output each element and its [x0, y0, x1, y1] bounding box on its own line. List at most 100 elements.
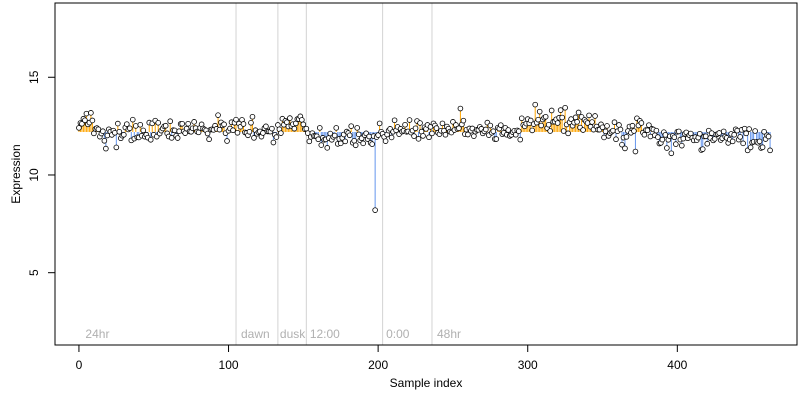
data-point [442, 131, 449, 138]
data-point [206, 136, 212, 143]
data-point [586, 112, 592, 119]
data-point [456, 125, 462, 132]
data-point [664, 145, 670, 151]
data-point [529, 127, 536, 134]
data-point [647, 133, 654, 140]
data-point [536, 108, 543, 115]
data-point [616, 122, 622, 128]
data-point [535, 116, 541, 123]
data-point [655, 134, 661, 140]
data-point [638, 120, 645, 126]
data-point [352, 142, 359, 149]
data-point [490, 128, 497, 135]
data-point [574, 119, 580, 125]
data-point [471, 133, 477, 139]
data-point [653, 127, 660, 134]
data-point [602, 128, 609, 135]
data-point [366, 133, 372, 140]
data-point [204, 130, 211, 137]
data-point [743, 130, 749, 137]
data-point [101, 137, 108, 144]
data-point [680, 135, 687, 142]
data-point [572, 114, 579, 121]
data-point [230, 127, 236, 134]
data-point [82, 117, 88, 124]
data-point [679, 142, 685, 149]
data-point [372, 207, 378, 213]
data-point [233, 116, 239, 123]
data-point [439, 120, 446, 127]
data-point [174, 135, 181, 141]
data-point [622, 145, 628, 152]
data-point [79, 120, 85, 127]
data-point [126, 125, 133, 132]
data-point [613, 136, 619, 143]
data-point [646, 122, 652, 128]
data-point [629, 122, 636, 129]
data-point [752, 128, 758, 134]
data-point [610, 127, 616, 134]
data-point [137, 121, 144, 128]
data-point [716, 130, 723, 136]
data-point [351, 137, 357, 144]
y-tick-label: 10 [27, 168, 41, 182]
data-point [734, 127, 740, 134]
data-point [263, 123, 269, 130]
data-point [623, 134, 630, 140]
data-point [221, 121, 227, 128]
data-point [376, 120, 383, 127]
y-tick-label: 5 [27, 269, 41, 276]
data-point [324, 145, 331, 151]
data-point [676, 128, 682, 135]
data-point [417, 120, 423, 126]
x-axis-title: Sample index [390, 376, 463, 390]
data-point [671, 134, 678, 141]
data-point [702, 133, 709, 140]
data-point [300, 121, 307, 128]
data-point [747, 144, 754, 151]
y-axis: 5 10 15 [27, 70, 56, 276]
data-point [729, 138, 736, 145]
y-tick-label: 15 [27, 70, 41, 84]
data-point [287, 115, 293, 121]
data-point [355, 131, 362, 138]
data-point [112, 129, 118, 136]
data-point [342, 138, 349, 145]
data-point [415, 136, 422, 142]
data-point [195, 129, 202, 136]
data-point [493, 136, 500, 142]
data-point [337, 140, 344, 147]
region-label: dusk [280, 327, 306, 341]
x-tick-label: 400 [667, 358, 687, 372]
data-point [515, 128, 522, 135]
data-point [318, 142, 325, 148]
data-point [497, 122, 504, 128]
data-point [699, 146, 706, 152]
data-point [604, 123, 610, 129]
data-point [412, 125, 419, 132]
data-point [559, 114, 565, 121]
region-label: 12:00 [310, 327, 340, 341]
data-point [548, 107, 555, 114]
data-point [632, 148, 639, 155]
data-point [631, 128, 637, 134]
data-point [391, 117, 398, 124]
data-point [100, 128, 106, 135]
region-label: dawn [241, 327, 270, 341]
data-point [662, 132, 669, 138]
data-point [545, 121, 552, 128]
data-point [457, 105, 464, 112]
data-point [565, 130, 571, 137]
data-point [316, 125, 323, 131]
data-point [270, 139, 277, 146]
data-point [426, 134, 432, 141]
data-point [765, 133, 772, 140]
data-point [433, 125, 440, 131]
data-point [740, 140, 746, 147]
data-point [171, 127, 178, 134]
data-point [696, 130, 703, 137]
data-point [731, 131, 737, 138]
data-point [406, 117, 413, 123]
data-point [737, 134, 743, 140]
